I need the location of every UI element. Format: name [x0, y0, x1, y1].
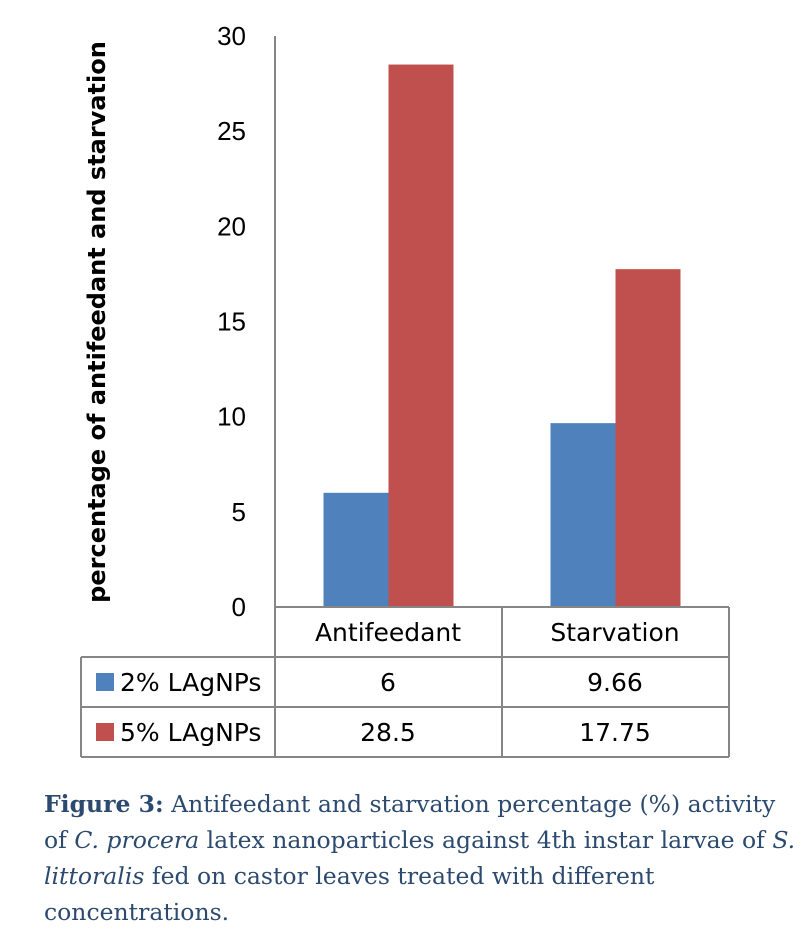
table-header-starvation: Starvation [550, 618, 679, 647]
y-axis-ticks: 0 5 10 15 20 25 30 [217, 21, 246, 622]
y-tick-label: 5 [232, 497, 246, 527]
bars [323, 64, 681, 608]
table-header-antifeedant: Antifeedant [315, 618, 461, 647]
bar-5pct-starvation [615, 269, 681, 607]
caption-species-2: S. littoralis [44, 826, 796, 890]
table-cell-2pct-antifeedant: 6 [380, 668, 396, 697]
table-cell-5pct-starvation: 17.75 [579, 718, 651, 747]
legend-swatch-5pct [96, 723, 114, 741]
y-tick-label: 0 [232, 592, 246, 622]
table-cell-5pct-antifeedant: 28.5 [360, 718, 416, 747]
y-tick-label: 30 [217, 21, 246, 51]
y-tick-label: 15 [217, 307, 246, 337]
caption-lead: Figure 3: [44, 790, 164, 818]
bar-2pct-starvation [550, 423, 616, 607]
table-gridlines [80, 607, 730, 758]
y-tick-label: 10 [217, 402, 246, 432]
y-tick-label: 25 [217, 116, 246, 146]
caption-text-1: Antifeedant and starvation percentage (%… [44, 790, 776, 854]
legend-swatch-2pct [96, 673, 114, 691]
caption-text-2: latex nanoparticles against 4th instar l… [199, 826, 773, 854]
bar-chart: percentage of antifeedant and starvation… [80, 21, 730, 758]
data-table: Antifeedant Starvation 2% LAgNPs 6 9.66 … [80, 607, 730, 758]
table-cell-2pct-starvation: 9.66 [587, 668, 643, 697]
bar-2pct-antifeedant [323, 492, 389, 607]
bar-5pct-antifeedant [388, 64, 454, 608]
legend-label-2pct: 2% LAgNPs [120, 668, 261, 697]
y-axis-label: percentage of antifeedant and starvation [83, 41, 111, 603]
y-tick-label: 20 [217, 211, 246, 241]
caption-species-1: C. procera [74, 826, 200, 854]
figure-caption: Figure 3: Antifeedant and starvation per… [44, 786, 804, 930]
legend-label-5pct: 5% LAgNPs [120, 718, 261, 747]
